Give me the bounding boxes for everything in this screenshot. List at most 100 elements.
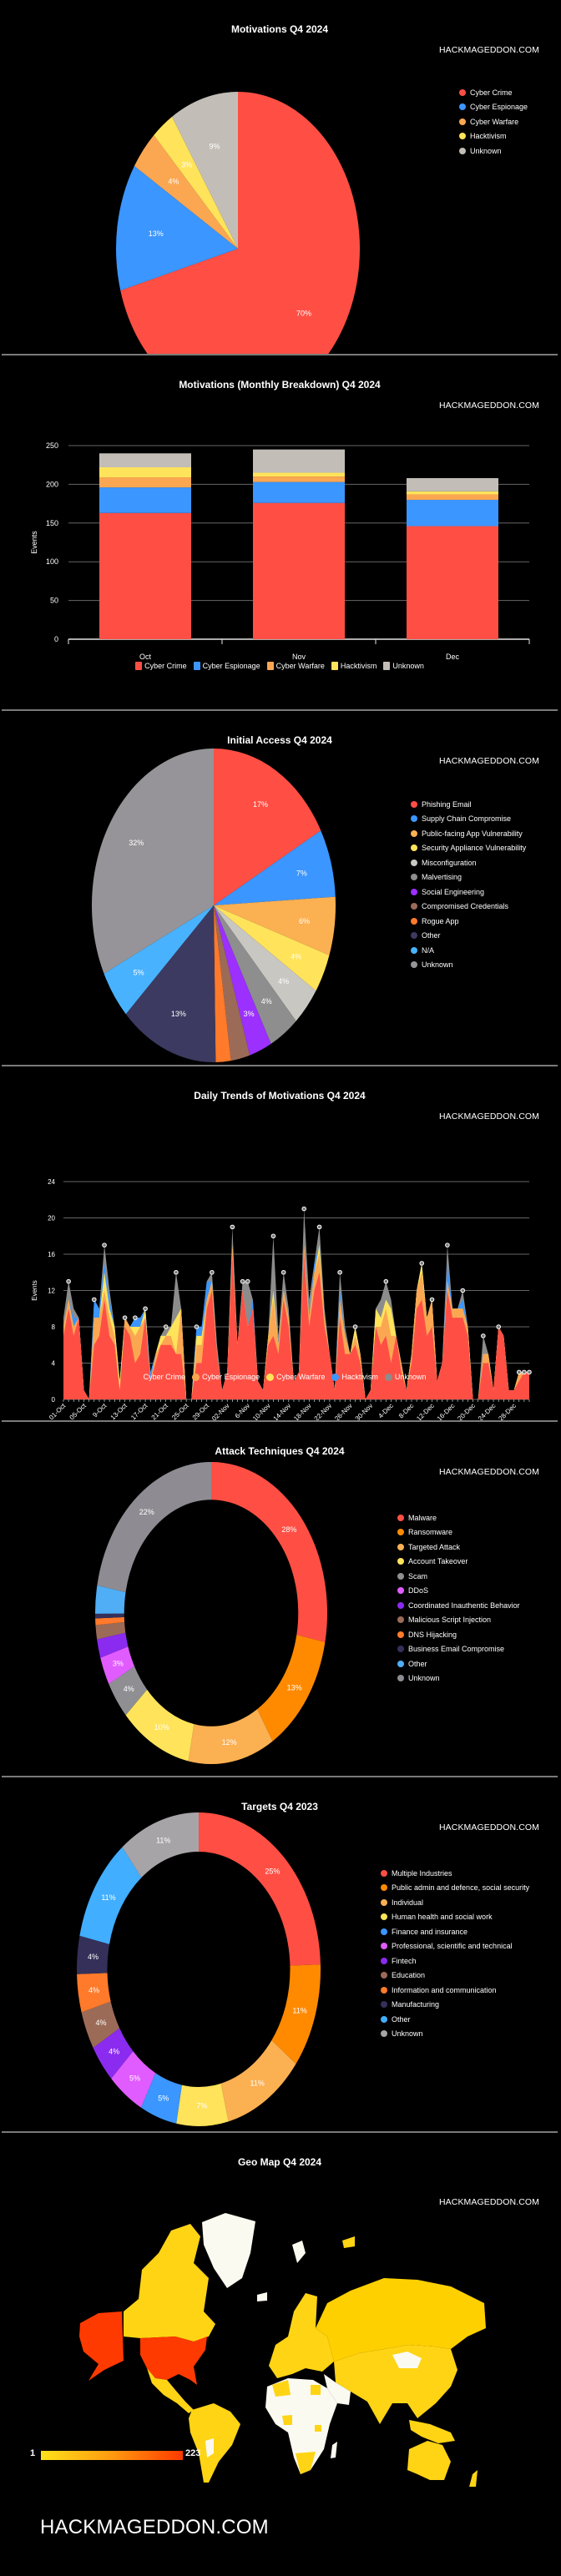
legend-label: Information and communication — [392, 1985, 497, 1994]
slice-label: 25% — [265, 1868, 280, 1876]
slice-label: 4% — [88, 1953, 99, 1961]
slice-rogue-app — [214, 905, 231, 1062]
monthly-panel: Motivations (Monthly Breakdown) Q4 2024 … — [2, 355, 558, 711]
slice-individual — [220, 2039, 296, 2122]
total-marker — [163, 1324, 169, 1329]
legend-item-cyber-warfare: Cyber Warfare — [266, 1373, 325, 1381]
legend-swatch — [381, 1972, 387, 1979]
x-tick-label: 26-Nov — [333, 1402, 354, 1420]
legend-label: Malicious Script Injection — [408, 1616, 492, 1625]
slice-fintech — [93, 2028, 134, 2079]
bar-cyber-espionage-oct — [99, 487, 191, 513]
legend-item-unknown: Unknown — [381, 2027, 529, 2042]
legend-swatch — [411, 888, 417, 895]
legend-item-public-admin-and-defence-social-security: Public admin and defence, social securit… — [381, 1881, 529, 1896]
map-region-egypt — [311, 2385, 321, 2395]
legend-item-malicious-script-injection: Malicious Script Injection — [397, 1613, 520, 1628]
chart-title: Geo Map Q4 2024 — [237, 2156, 322, 2168]
x-tick-label: 25-Oct — [170, 1402, 190, 1420]
y-tick-label: 20 — [48, 1215, 55, 1222]
legend-item-hacktivism: Hacktivism — [331, 1373, 378, 1381]
slice-label: 4% — [291, 952, 301, 960]
legend-swatch — [384, 1373, 392, 1381]
total-marker — [316, 1224, 322, 1230]
watermark: HACKMAGEDDON.COM — [438, 401, 539, 411]
bar-hacktivism-dec — [407, 491, 498, 495]
slice-label: 4% — [124, 1685, 134, 1693]
slice-unknown — [172, 92, 238, 249]
slice-information-and-communication — [77, 1973, 111, 2013]
legend-item-finance-and-insurance: Finance and insurance — [381, 1924, 529, 1939]
slice-label: 11% — [292, 2007, 306, 2015]
legend-label: Hacktivism — [340, 662, 377, 670]
slice-label: 4% — [261, 997, 272, 1006]
x-tick-label: 10-Nov — [251, 1402, 272, 1420]
legend-item-scam: Scam — [397, 1569, 520, 1584]
slice-security-appliance-vulnerability — [214, 905, 330, 991]
slice-label: 4% — [278, 977, 289, 986]
legend-item-cyber-espionage: Cyber Espionage — [192, 1373, 260, 1381]
legend-label: Cyber Espionage — [202, 1373, 260, 1381]
legend-item-other: Other — [411, 929, 526, 944]
legend-swatch — [411, 815, 417, 823]
legend-label: Other — [408, 1659, 427, 1668]
slice-label: 7% — [296, 870, 307, 878]
legend-swatch — [135, 662, 143, 670]
map-region-nova-zemlya — [342, 2236, 355, 2248]
map-region-south-america — [189, 2403, 240, 2483]
legend-item-other: Other — [381, 2012, 529, 2027]
total-marker — [337, 1269, 342, 1275]
legend-item-n-a: N/A — [411, 943, 526, 958]
legend-swatch — [459, 88, 466, 96]
total-marker — [194, 1324, 200, 1329]
legend-label: Public-facing App Vulnerability — [422, 829, 523, 838]
slice-label: 4% — [168, 177, 179, 185]
watermark: HACKMAGEDDON.COM — [438, 2197, 539, 2207]
legend-item-supply-chain-compromise: Supply Chain Compromise — [411, 812, 526, 827]
legend-label: Hacktivism — [341, 1373, 378, 1381]
targets-donut-chart: 25% 11% 11% 7% 5% 5% 4% 4% 4% 4% 11% 11% — [77, 1812, 321, 2126]
y-tick-label: 16 — [48, 1251, 55, 1258]
slice-label: 5% — [129, 2074, 140, 2083]
total-marker — [230, 1224, 235, 1230]
legend-item-public-facing-app-vulnerability: Public-facing App Vulnerability — [411, 826, 526, 841]
bar-hacktivism-oct — [99, 466, 191, 478]
map-region-russia — [316, 2278, 486, 2362]
total-marker — [133, 1315, 138, 1320]
legend-label: Professional, scientific and technical — [392, 1942, 513, 1951]
slice-ddos — [100, 1646, 135, 1685]
total-marker — [352, 1324, 358, 1329]
x-tick-label: 13-Oct — [109, 1402, 129, 1420]
daily-legend: Cyber Crime Cyber Espionage Cyber Warfare H… — [2, 1373, 558, 1381]
bar-unknown-oct — [99, 453, 191, 467]
legend-swatch — [397, 1616, 404, 1624]
total-marker — [481, 1333, 486, 1338]
map-region-south-africa — [296, 2452, 316, 2474]
map-region-greenland — [202, 2213, 255, 2288]
geo-color-scale — [41, 2451, 183, 2460]
legend-item-business-email-compromise: Business Email Compromise — [397, 1642, 520, 1657]
legend-item-unknown: Unknown — [383, 662, 424, 670]
total-marker — [419, 1261, 425, 1266]
legend-swatch — [397, 1587, 404, 1595]
slice-label: 22% — [139, 1508, 154, 1516]
legend-item-cyber-espionage: Cyber Espionage — [459, 100, 528, 115]
slice-label: 4% — [88, 1986, 99, 1994]
slice-label: 17% — [253, 800, 268, 809]
chart-title: Initial Access Q4 2024 — [227, 734, 332, 746]
slice-social-engineering — [214, 905, 271, 1056]
slice-malvertising — [214, 905, 296, 1044]
total-marker — [301, 1206, 306, 1212]
legend-swatch — [381, 1884, 387, 1892]
legend-label: DNS Hijacking — [408, 1630, 457, 1639]
legend-label: DDoS — [408, 1586, 429, 1596]
legend-label: Individual — [392, 1898, 424, 1907]
legend-swatch — [381, 1898, 387, 1906]
legend-item-rogue-app: Rogue App — [411, 914, 526, 929]
slice-label: 32% — [129, 839, 144, 847]
legend-swatch — [381, 1986, 387, 1994]
legend-label: Misconfiguration — [422, 858, 477, 867]
slice-label: 70% — [296, 309, 311, 317]
total-marker — [527, 1369, 532, 1375]
legend-label: Cyber Espionage — [202, 662, 260, 670]
